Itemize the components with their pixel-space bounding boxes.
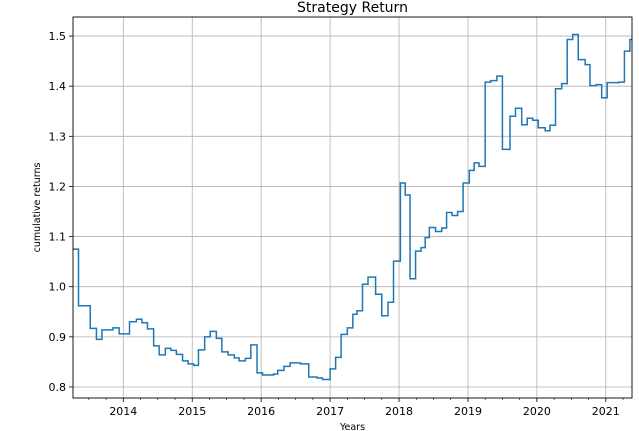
x-axis-label: Years [339, 422, 365, 431]
axis-ticks: 2014 2015 2016 2017 2018 2019 2020 2021 0.8 0.9 1.… [49, 30, 624, 418]
y-tick-label: 0.9 [49, 331, 67, 344]
x-tick-label: 2019 [454, 405, 482, 418]
y-tick-label: 0.8 [49, 381, 67, 394]
x-tick-label: 2017 [316, 405, 344, 418]
x-tick-label: 2020 [523, 405, 551, 418]
y-tick-label: 1.4 [49, 80, 67, 93]
series-layer [73, 33, 632, 381]
x-tick-label: 2021 [592, 405, 620, 418]
grid-lines [73, 17, 632, 398]
y-tick-label: 1.1 [49, 231, 67, 244]
strategy-return-series-line [73, 33, 632, 381]
x-tick-label: 2018 [385, 405, 413, 418]
y-tick-label: 1.0 [49, 281, 67, 294]
x-tick-label: 2014 [109, 405, 137, 418]
y-axis-label: cumulative returns [32, 163, 43, 253]
x-tick-label: 2015 [178, 405, 206, 418]
y-tick-label: 1.2 [49, 180, 67, 193]
y-tick-label: 1.5 [49, 30, 67, 43]
x-tick-label: 2016 [247, 405, 275, 418]
y-tick-label: 1.3 [49, 130, 67, 143]
plot-frame [72, 16, 633, 399]
chart-title: Strategy Return [297, 0, 408, 16]
